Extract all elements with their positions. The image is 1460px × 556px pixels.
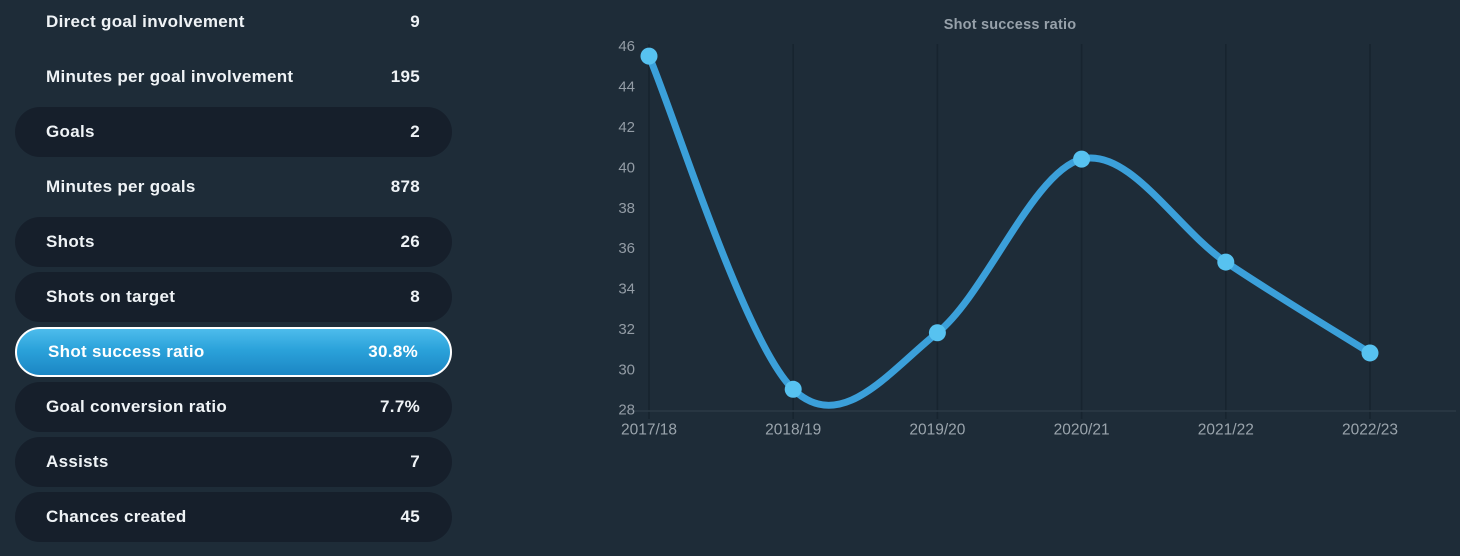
svg-text:2020/21: 2020/21 bbox=[1054, 422, 1110, 439]
svg-text:34: 34 bbox=[618, 281, 635, 298]
stat-value: 195 bbox=[390, 67, 420, 86]
x-axis-labels: 2017/18 2018/19 2019/20 2020/21 2021/22 2022/… bbox=[621, 422, 1398, 439]
stat-label: Assists bbox=[46, 452, 109, 471]
data-point-2018-19[interactable] bbox=[784, 380, 802, 398]
stat-value: 878 bbox=[390, 177, 420, 196]
stat-label: Direct goal involvement bbox=[46, 12, 245, 31]
svg-text:30: 30 bbox=[618, 361, 635, 378]
stat-row-chances-created[interactable]: Chances created 45 bbox=[15, 492, 452, 542]
stats-list: Direct goal involvement 9 Minutes per go… bbox=[0, 0, 470, 542]
stat-value: 45 bbox=[400, 507, 420, 526]
stat-value: 7 bbox=[410, 452, 420, 471]
y-axis-labels: 46 44 42 40 38 36 34 32 30 28 bbox=[618, 38, 635, 419]
data-point-2019-20[interactable] bbox=[928, 324, 946, 342]
stat-value: 8 bbox=[410, 287, 420, 306]
data-point-2022-23[interactable] bbox=[1361, 344, 1379, 362]
svg-text:42: 42 bbox=[618, 119, 635, 136]
shot-success-chart: 46 44 42 40 38 36 34 32 30 28 2017/18 2018/19 2019/2… bbox=[618, 38, 1456, 439]
stat-row-goal-conversion-ratio[interactable]: Goal conversion ratio 7.7% bbox=[15, 382, 452, 432]
chart-title: Shot success ratio bbox=[943, 17, 1077, 33]
series-line bbox=[645, 52, 1374, 409]
svg-text:44: 44 bbox=[618, 79, 635, 96]
stat-row-assists[interactable]: Assists 7 bbox=[15, 437, 452, 487]
stat-row-minutes-per-goals[interactable]: Minutes per goals 878 bbox=[15, 162, 452, 212]
stat-label: Goal conversion ratio bbox=[46, 397, 228, 416]
chart-gridlines bbox=[648, 44, 1371, 419]
stat-row-shot-success-ratio[interactable]: Shot success ratio 30.8% bbox=[15, 327, 452, 377]
stat-value: 30.8% bbox=[368, 342, 418, 361]
svg-text:2019/20: 2019/20 bbox=[909, 422, 965, 439]
svg-text:2021/22: 2021/22 bbox=[1198, 422, 1254, 439]
data-point-2021-22[interactable] bbox=[1217, 253, 1235, 271]
stat-label: Minutes per goals bbox=[46, 177, 196, 196]
stat-label: Chances created bbox=[46, 507, 187, 526]
stat-label: Shot success ratio bbox=[48, 342, 205, 361]
svg-text:2018/19: 2018/19 bbox=[765, 422, 821, 439]
svg-text:36: 36 bbox=[618, 240, 635, 257]
svg-text:32: 32 bbox=[618, 321, 635, 338]
svg-text:28: 28 bbox=[618, 402, 635, 419]
data-point-2020-21[interactable] bbox=[1073, 150, 1091, 168]
stat-value: 26 bbox=[400, 232, 420, 251]
svg-text:38: 38 bbox=[618, 200, 635, 217]
svg-text:40: 40 bbox=[618, 159, 635, 176]
stat-chart-panel: Shot success ratio 46 44 42 40 38 36 34 32 30 28 2… bbox=[580, 0, 1460, 556]
svg-text:2017/18: 2017/18 bbox=[621, 422, 677, 439]
stat-row-goals[interactable]: Goals 2 bbox=[15, 107, 452, 157]
stat-value: 9 bbox=[410, 12, 420, 31]
stat-row-direct-goal-involvement[interactable]: Direct goal involvement 9 bbox=[15, 0, 452, 47]
stat-label: Shots bbox=[46, 232, 95, 251]
data-point-2017-18[interactable] bbox=[640, 47, 658, 65]
stat-label: Shots on target bbox=[46, 287, 176, 306]
stat-value: 2 bbox=[410, 122, 420, 141]
stat-label: Goals bbox=[46, 122, 95, 141]
stat-value: 7.7% bbox=[380, 397, 420, 416]
stat-label: Minutes per goal involvement bbox=[46, 67, 294, 86]
stat-row-shots[interactable]: Shots 26 bbox=[15, 217, 452, 267]
svg-text:46: 46 bbox=[618, 38, 635, 55]
stat-row-shots-on-target[interactable]: Shots on target 8 bbox=[15, 272, 452, 322]
stat-row-minutes-per-goal-involvement[interactable]: Minutes per goal involvement 195 bbox=[15, 52, 452, 102]
svg-text:2022/23: 2022/23 bbox=[1342, 422, 1398, 439]
